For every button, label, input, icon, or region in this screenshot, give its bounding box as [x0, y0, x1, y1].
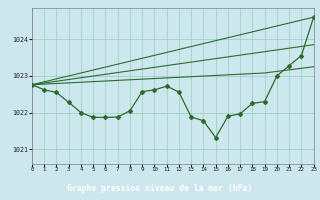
Text: Graphe pression niveau de la mer (hPa): Graphe pression niveau de la mer (hPa)	[68, 184, 252, 193]
